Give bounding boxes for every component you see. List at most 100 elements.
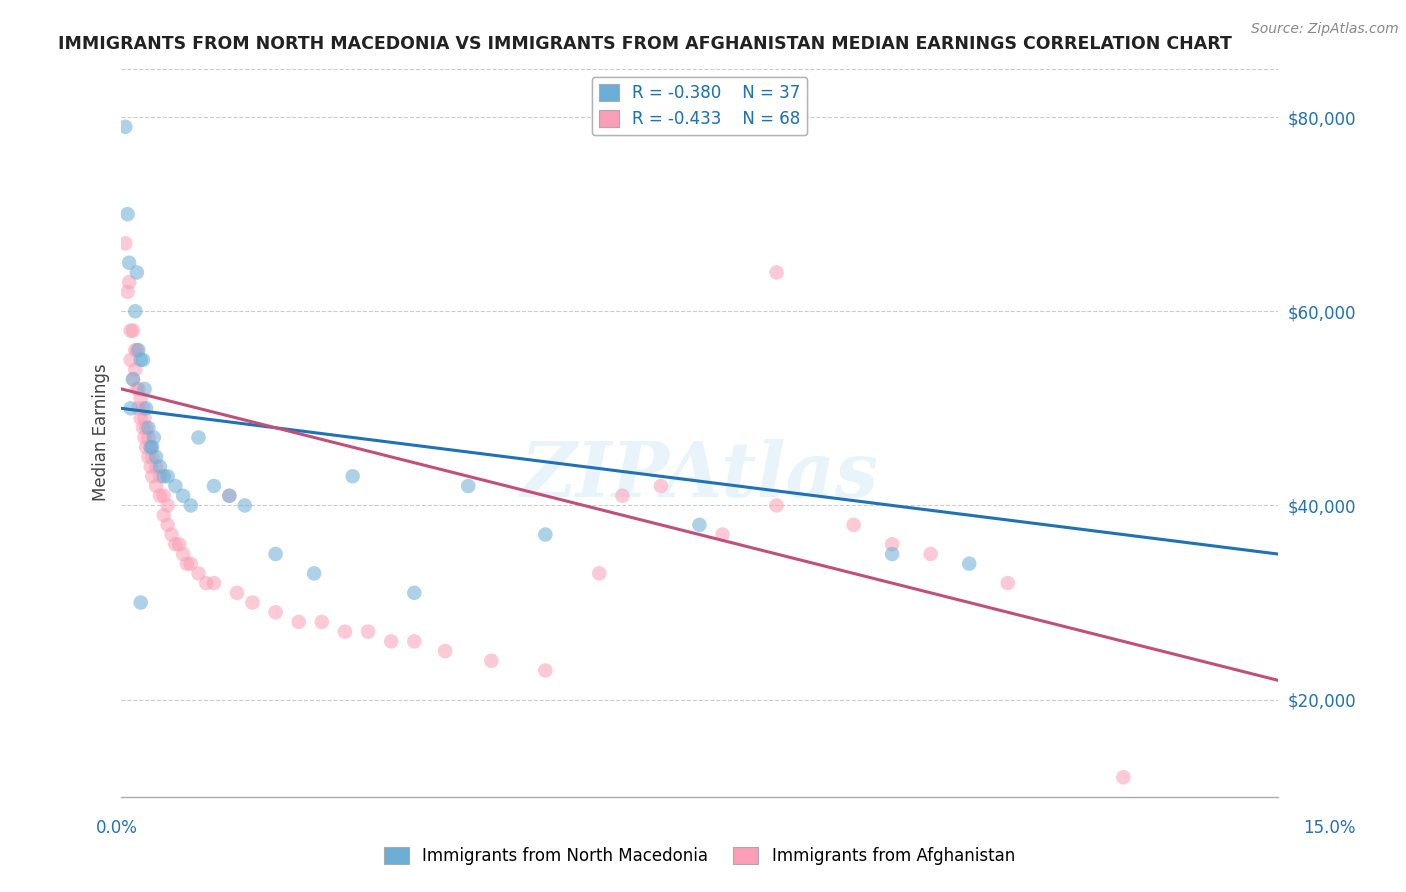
Point — [145, 479, 167, 493]
Point — [145, 459, 167, 474]
Point — [139, 440, 162, 454]
Point — [145, 450, 167, 464]
Point — [202, 479, 225, 493]
Point — [997, 576, 1019, 591]
Point — [138, 421, 160, 435]
Point — [125, 343, 148, 357]
Point — [534, 664, 557, 678]
Point — [156, 499, 179, 513]
Point — [457, 479, 479, 493]
Text: ZIPAtlas: ZIPAtlas — [520, 440, 879, 513]
Point — [117, 285, 139, 299]
Point — [127, 401, 149, 416]
Text: 0.0%: 0.0% — [96, 819, 138, 837]
Point — [142, 430, 165, 444]
Point — [302, 566, 325, 581]
Point — [167, 537, 190, 551]
Point — [357, 624, 380, 639]
Point — [132, 421, 155, 435]
Point — [380, 634, 402, 648]
Point — [287, 615, 309, 629]
Point — [534, 527, 557, 541]
Point — [180, 499, 202, 513]
Point — [588, 566, 610, 581]
Point — [404, 634, 426, 648]
Point — [156, 517, 179, 532]
Point — [135, 401, 157, 416]
Point — [264, 547, 287, 561]
Point — [160, 527, 183, 541]
Point — [180, 557, 202, 571]
Point — [134, 382, 156, 396]
Point — [172, 489, 194, 503]
Point — [125, 382, 148, 396]
Point — [127, 382, 149, 396]
Point — [342, 469, 364, 483]
Point — [129, 411, 152, 425]
Point — [141, 450, 163, 464]
Point — [124, 304, 146, 318]
Point — [202, 576, 225, 591]
Point — [129, 352, 152, 367]
Text: IMMIGRANTS FROM NORTH MACEDONIA VS IMMIGRANTS FROM AFGHANISTAN MEDIAN EARNINGS C: IMMIGRANTS FROM NORTH MACEDONIA VS IMMIG… — [58, 35, 1232, 54]
Point — [1112, 770, 1135, 784]
Point — [124, 362, 146, 376]
Point — [311, 615, 333, 629]
Point — [118, 256, 141, 270]
Point — [153, 469, 176, 483]
Point — [688, 517, 710, 532]
Y-axis label: Median Earnings: Median Earnings — [93, 364, 110, 501]
Point — [187, 566, 209, 581]
Point — [612, 489, 634, 503]
Point — [479, 654, 502, 668]
Point — [139, 440, 162, 454]
Point — [122, 324, 145, 338]
Point — [149, 489, 172, 503]
Point — [264, 605, 287, 619]
Point — [125, 265, 148, 279]
Point — [129, 392, 152, 406]
Point — [920, 547, 942, 561]
Text: 15.0%: 15.0% — [1303, 819, 1355, 837]
Point — [138, 450, 160, 464]
Point — [135, 421, 157, 435]
Point — [122, 372, 145, 386]
Point — [195, 576, 218, 591]
Point — [153, 489, 176, 503]
Point — [165, 537, 187, 551]
Point — [226, 586, 249, 600]
Point — [153, 508, 176, 523]
Point — [132, 401, 155, 416]
Point — [711, 527, 734, 541]
Legend: R = -0.380    N = 37, R = -0.433    N = 68: R = -0.380 N = 37, R = -0.433 N = 68 — [592, 77, 807, 135]
Point — [120, 401, 142, 416]
Point — [122, 372, 145, 386]
Point — [233, 499, 256, 513]
Point — [120, 352, 142, 367]
Point — [434, 644, 457, 658]
Point — [333, 624, 356, 639]
Point — [242, 595, 264, 609]
Point — [765, 499, 787, 513]
Point — [141, 469, 163, 483]
Point — [176, 557, 198, 571]
Point — [129, 595, 152, 609]
Point — [124, 343, 146, 357]
Point — [765, 265, 787, 279]
Text: Source: ZipAtlas.com: Source: ZipAtlas.com — [1251, 22, 1399, 37]
Point — [149, 469, 172, 483]
Point — [218, 489, 240, 503]
Point — [141, 440, 163, 454]
Point — [218, 489, 240, 503]
Point — [118, 275, 141, 289]
Point — [134, 430, 156, 444]
Point — [114, 120, 136, 134]
Point — [882, 537, 904, 551]
Point — [187, 430, 209, 444]
Point — [165, 479, 187, 493]
Point — [172, 547, 194, 561]
Point — [156, 469, 179, 483]
Point — [139, 459, 162, 474]
Point — [650, 479, 672, 493]
Point — [132, 352, 155, 367]
